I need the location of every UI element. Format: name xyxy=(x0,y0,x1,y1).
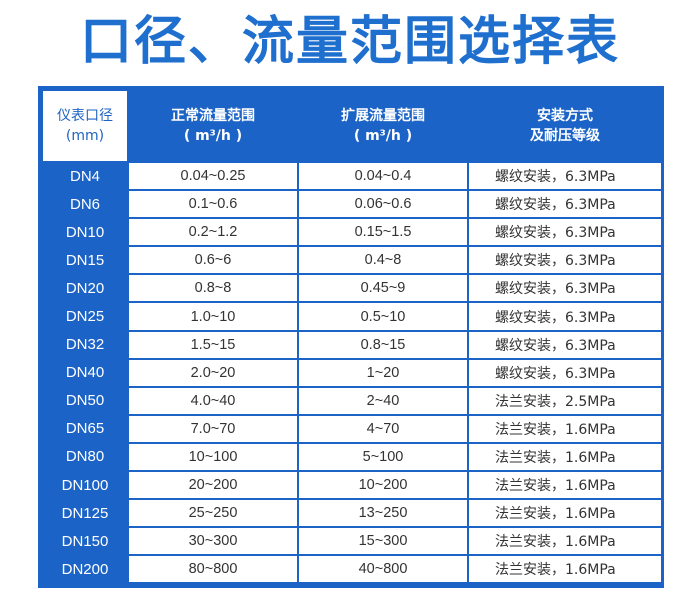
cell-normal-flow: 0.8~8 xyxy=(129,275,297,302)
cell-extended-flow: 5~100 xyxy=(299,443,467,471)
table-row: DN6 0.1~0.6 0.06~0.6 螺纹安装，6.3MPa xyxy=(43,191,661,218)
cell-install: 螺纹安装，6.3MPa xyxy=(469,219,661,246)
cell-extended-flow: 40~800 xyxy=(299,556,467,583)
cell-caliber: DN15 xyxy=(43,247,127,274)
cell-extended-flow: 0.8~15 xyxy=(299,331,467,358)
table-row: DN125 25~250 13~250 法兰安装，1.6MPa xyxy=(43,500,661,527)
cell-normal-flow: 0.6~6 xyxy=(129,247,297,274)
header-normal-flow: 正常流量范围 ( m³/h ) xyxy=(129,91,297,161)
cell-extended-flow: 0.04~0.4 xyxy=(299,163,467,190)
cell-install: 法兰安装，1.6MPa xyxy=(469,556,661,583)
cell-install: 螺纹安装，6.3MPa xyxy=(469,247,661,274)
cell-extended-flow: 0.15~1.5 xyxy=(299,219,467,246)
header-extended-flow-line1: 扩展流量范围 xyxy=(341,108,425,124)
table-body: DN4 0.04~0.25 0.04~0.4 螺纹安装，6.3MPa DN6 0.1~0.… xyxy=(43,163,661,583)
cell-normal-flow: 7.0~70 xyxy=(129,415,297,442)
cell-caliber: DN80 xyxy=(43,443,127,471)
selection-table: 仪表口径 (mm) 正常流量范围 ( m³/h ) 扩展流量范围 ( m³/h … xyxy=(41,89,663,584)
cell-normal-flow: 0.1~0.6 xyxy=(129,191,297,218)
cell-normal-flow: 2.0~20 xyxy=(129,359,297,386)
header-normal-flow-line1: 正常流量范围 xyxy=(171,108,255,124)
cell-caliber: DN100 xyxy=(43,472,127,499)
header-normal-flow-line2: ( m³/h ) xyxy=(183,128,243,144)
cell-normal-flow: 1.5~15 xyxy=(129,331,297,358)
selection-table-container: 仪表口径 (mm) 正常流量范围 ( m³/h ) 扩展流量范围 ( m³/h … xyxy=(38,86,664,588)
header-install-line2: 及耐压等级 xyxy=(530,128,600,144)
cell-extended-flow: 1~20 xyxy=(299,359,467,386)
cell-normal-flow: 30~300 xyxy=(129,528,297,555)
cell-install: 螺纹安装，6.3MPa xyxy=(469,275,661,302)
table-row: DN65 7.0~70 4~70 法兰安装，1.6MPa xyxy=(43,415,661,442)
cell-extended-flow: 13~250 xyxy=(299,500,467,527)
cell-extended-flow: 0.4~8 xyxy=(299,247,467,274)
header-install-line1: 安装方式 xyxy=(537,108,593,124)
cell-install: 螺纹安装，6.3MPa xyxy=(469,163,661,190)
cell-install: 螺纹安装，6.3MPa xyxy=(469,331,661,358)
header-caliber-line1: 仪表口径 xyxy=(57,108,113,124)
cell-install: 法兰安装，1.6MPa xyxy=(469,415,661,442)
cell-normal-flow: 20~200 xyxy=(129,472,297,499)
cell-normal-flow: 80~800 xyxy=(129,556,297,583)
cell-extended-flow: 10~200 xyxy=(299,472,467,499)
cell-install: 法兰安装，1.6MPa xyxy=(469,472,661,499)
cell-caliber: DN50 xyxy=(43,387,127,414)
cell-extended-flow: 15~300 xyxy=(299,528,467,555)
cell-caliber: DN25 xyxy=(43,303,127,330)
header-extended-flow-line2: ( m³/h ) xyxy=(353,128,413,144)
cell-caliber: DN200 xyxy=(43,556,127,583)
table-row: DN25 1.0~10 0.5~10 螺纹安装，6.3MPa xyxy=(43,303,661,330)
cell-extended-flow: 0.5~10 xyxy=(299,303,467,330)
table-row: DN10 0.2~1.2 0.15~1.5 螺纹安装，6.3MPa xyxy=(43,219,661,246)
table-header-row: 仪表口径 (mm) 正常流量范围 ( m³/h ) 扩展流量范围 ( m³/h … xyxy=(43,91,661,161)
page-title: 口径、流量范围选择表 xyxy=(79,12,620,72)
cell-install: 法兰安装，2.5MPa xyxy=(469,387,661,414)
cell-install: 螺纹安装，6.3MPa xyxy=(469,303,661,330)
table-row: DN50 4.0~40 2~40 法兰安装，2.5MPa xyxy=(43,387,661,414)
cell-install: 法兰安装，1.6MPa xyxy=(469,443,661,471)
cell-extended-flow: 2~40 xyxy=(299,387,467,414)
cell-normal-flow: 0.2~1.2 xyxy=(129,219,297,246)
cell-caliber: DN32 xyxy=(43,331,127,358)
table-row: DN20 0.8~8 0.45~9 螺纹安装，6.3MPa xyxy=(43,275,661,302)
cell-install: 法兰安装，1.6MPa xyxy=(469,500,661,527)
cell-caliber: DN6 xyxy=(43,191,127,218)
cell-normal-flow: 10~100 xyxy=(129,443,297,471)
table-row: DN100 20~200 10~200 法兰安装，1.6MPa xyxy=(43,472,661,499)
header-caliber: 仪表口径 (mm) xyxy=(43,91,127,161)
table-row: DN200 80~800 40~800 法兰安装，1.6MPa xyxy=(43,556,661,583)
cell-caliber: DN65 xyxy=(43,415,127,442)
cell-install: 螺纹安装，6.3MPa xyxy=(469,191,661,218)
table-row: DN4 0.04~0.25 0.04~0.4 螺纹安装，6.3MPa xyxy=(43,163,661,190)
cell-normal-flow: 25~250 xyxy=(129,500,297,527)
cell-extended-flow: 0.06~0.6 xyxy=(299,191,467,218)
cell-install: 螺纹安装，6.3MPa xyxy=(469,359,661,386)
cell-caliber: DN20 xyxy=(43,275,127,302)
cell-normal-flow: 4.0~40 xyxy=(129,387,297,414)
cell-extended-flow: 0.45~9 xyxy=(299,275,467,302)
cell-normal-flow: 0.04~0.25 xyxy=(129,163,297,190)
cell-caliber: DN150 xyxy=(43,528,127,555)
cell-extended-flow: 4~70 xyxy=(299,415,467,442)
table-row: DN80 10~100 5~100 法兰安装，1.6MPa xyxy=(43,443,661,471)
table-row: DN40 2.0~20 1~20 螺纹安装，6.3MPa xyxy=(43,359,661,386)
table-row: DN15 0.6~6 0.4~8 螺纹安装，6.3MPa xyxy=(43,247,661,274)
cell-caliber: DN4 xyxy=(43,163,127,190)
cell-normal-flow: 1.0~10 xyxy=(129,303,297,330)
cell-caliber: DN40 xyxy=(43,359,127,386)
header-extended-flow: 扩展流量范围 ( m³/h ) xyxy=(299,91,467,161)
table-row: DN32 1.5~15 0.8~15 螺纹安装，6.3MPa xyxy=(43,331,661,358)
cell-caliber: DN125 xyxy=(43,500,127,527)
cell-caliber: DN10 xyxy=(43,219,127,246)
header-caliber-line2: (mm) xyxy=(65,128,105,144)
cell-install: 法兰安装，1.6MPa xyxy=(469,528,661,555)
table-row: DN150 30~300 15~300 法兰安装，1.6MPa xyxy=(43,528,661,555)
header-install: 安装方式 及耐压等级 xyxy=(469,91,661,161)
